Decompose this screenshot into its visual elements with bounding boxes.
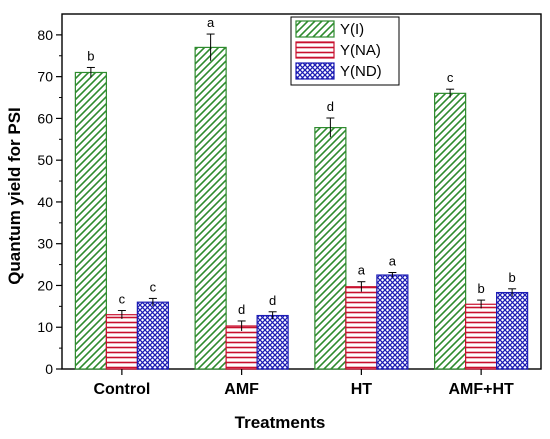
y-tick-label: 60 — [37, 110, 53, 126]
significance-label: a — [207, 15, 215, 30]
x-tick-label: AMF — [224, 381, 259, 398]
significance-label: d — [269, 293, 276, 308]
significance-label: a — [358, 263, 366, 278]
legend-label: Y(I) — [340, 21, 364, 38]
significance-label: b — [509, 270, 516, 285]
x-tick-label: HT — [351, 381, 373, 398]
y-tick-label: 70 — [37, 69, 53, 85]
bar — [434, 92, 467, 370]
x-tick-label: Control — [93, 381, 150, 398]
y-tick-label: 50 — [37, 152, 53, 168]
bar — [225, 325, 258, 370]
x-tick-label: AMF+HT — [448, 381, 514, 398]
bar — [256, 314, 289, 370]
bar — [345, 286, 378, 370]
y-tick-label: 80 — [37, 27, 53, 43]
significance-label: c — [150, 279, 157, 294]
legend: Y(I) Y(NA) Y(ND) — [290, 16, 400, 86]
bar — [136, 301, 169, 370]
legend-swatch — [295, 20, 335, 38]
legend-swatch — [295, 41, 335, 59]
significance-label: a — [389, 254, 397, 269]
legend-label: Y(ND) — [340, 63, 382, 80]
significance-label: b — [478, 281, 485, 296]
bar — [376, 274, 409, 370]
significance-label: d — [238, 302, 245, 317]
y-tick-label: 10 — [37, 319, 53, 335]
bar — [194, 46, 227, 370]
significance-label: b — [87, 48, 94, 63]
significance-label: d — [327, 99, 334, 114]
legend-label: Y(NA) — [340, 42, 381, 59]
significance-label: c — [119, 292, 126, 307]
y-tick-label: 40 — [37, 194, 53, 210]
plot-frame — [61, 13, 542, 370]
significance-label: c — [447, 70, 454, 85]
bar — [74, 71, 107, 370]
y-tick-label: 0 — [45, 361, 53, 377]
y-axis-title: Quantum yield for PSI — [5, 107, 24, 285]
bar — [105, 314, 138, 370]
bar — [465, 303, 498, 370]
x-axis-title: Treatments — [235, 413, 326, 432]
legend-swatch — [295, 62, 335, 80]
bar — [496, 291, 529, 370]
bar — [314, 126, 347, 370]
y-tick-label: 20 — [37, 277, 53, 293]
y-tick-label: 30 — [37, 236, 53, 252]
